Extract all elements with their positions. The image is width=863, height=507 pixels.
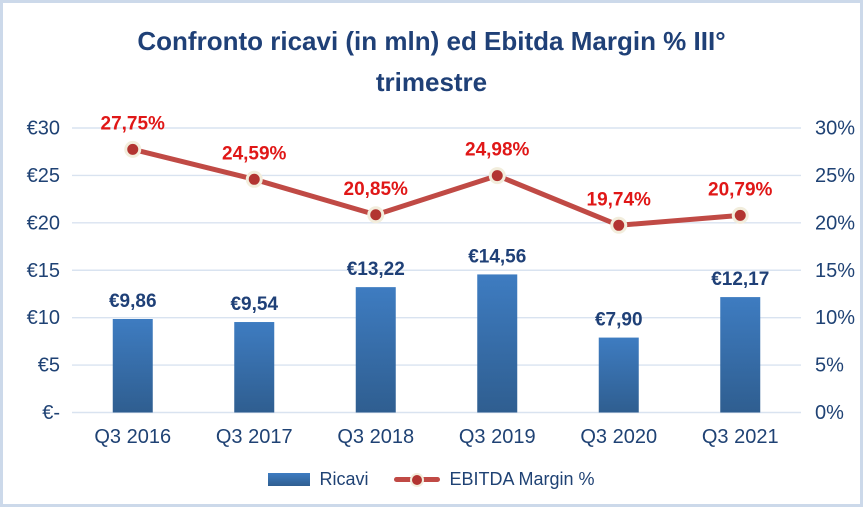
y-axis-tick-right: 25% bbox=[815, 165, 855, 187]
legend-label-ebitda: EBITDA Margin % bbox=[449, 468, 595, 489]
legend-label-ricavi: Ricavi bbox=[319, 468, 369, 489]
bar-data-label: €13,22 bbox=[347, 259, 405, 280]
bar-q3-2021 bbox=[720, 297, 761, 413]
y-axis-tick-left: €- bbox=[42, 402, 60, 424]
legend-bar-swatch-icon bbox=[268, 472, 311, 486]
line-data-label: 24,98% bbox=[465, 140, 530, 161]
y-axis-tick-right: 5% bbox=[815, 355, 844, 377]
y-axis-tick-left: €20 bbox=[27, 212, 60, 234]
y-axis-tick-left: €10 bbox=[27, 307, 60, 329]
y-axis-tick-left: €5 bbox=[38, 355, 60, 377]
bar-data-label: €9,86 bbox=[109, 291, 157, 312]
x-axis-label: Q3 2017 bbox=[216, 426, 293, 448]
line-data-label: 20,79% bbox=[708, 179, 773, 200]
legend-dot-icon bbox=[412, 474, 423, 485]
legend-line-swatch-icon bbox=[394, 473, 441, 486]
y-axis-tick-right: 10% bbox=[815, 307, 855, 329]
y-axis-tick-right: 0% bbox=[815, 402, 844, 424]
x-axis-label: Q3 2020 bbox=[580, 426, 657, 448]
line-marker bbox=[124, 140, 142, 158]
bar-q3-2017 bbox=[234, 322, 275, 413]
bar-q3-2020 bbox=[598, 337, 639, 413]
y-axis-tick-left: €25 bbox=[27, 165, 60, 187]
chart-title-line-2: trimestre bbox=[375, 67, 488, 97]
y-axis-tick-right: 15% bbox=[815, 260, 855, 282]
line-marker bbox=[367, 206, 385, 224]
line-marker bbox=[488, 167, 506, 185]
bar-q3-2018 bbox=[355, 287, 396, 413]
line-data-label: 19,74% bbox=[587, 189, 652, 210]
x-axis-label: Q3 2019 bbox=[459, 426, 536, 448]
x-axis-label: Q3 2018 bbox=[337, 426, 414, 448]
bar-data-label: €14,56 bbox=[468, 246, 526, 267]
y-axis-tick-right: 30% bbox=[815, 118, 855, 140]
line-marker bbox=[245, 170, 263, 188]
ebitda-line bbox=[130, 146, 743, 228]
legend-item-ebitda: EBITDA Margin % bbox=[394, 468, 595, 490]
legend: Ricavi EBITDA Margin % bbox=[3, 462, 860, 496]
legend-item-ricavi: Ricavi bbox=[268, 469, 368, 490]
x-axis-label: Q3 2021 bbox=[702, 426, 779, 448]
line-marker bbox=[610, 216, 628, 234]
combo-chart: €30 30% €25 25% €20 20% €15 15% €10 10% €5 5% €- 0% €9… bbox=[27, 113, 856, 448]
bar-data-label: €7,90 bbox=[595, 310, 643, 331]
bar-data-label: €9,54 bbox=[230, 294, 278, 315]
x-axis-label: Q3 2016 bbox=[94, 426, 171, 448]
y-axis-tick-left: €30 bbox=[27, 118, 60, 140]
bar-q3-2019 bbox=[477, 274, 518, 413]
chart-title: Confronto ricavi (in mln) ed Ebitda Marg… bbox=[3, 21, 860, 103]
line-marker bbox=[731, 206, 749, 224]
bar-data-label: €12,17 bbox=[711, 269, 769, 290]
chart-title-line-1: Confronto ricavi (in mln) ed Ebitda Marg… bbox=[137, 26, 726, 56]
line-data-label: 24,59% bbox=[222, 143, 287, 164]
line-data-label: 20,85% bbox=[344, 179, 409, 200]
y-axis-tick-left: €15 bbox=[27, 260, 60, 282]
line-data-label: 27,75% bbox=[101, 113, 166, 134]
y-axis-tick-right: 20% bbox=[815, 212, 855, 234]
bar-q3-2016 bbox=[112, 318, 153, 413]
